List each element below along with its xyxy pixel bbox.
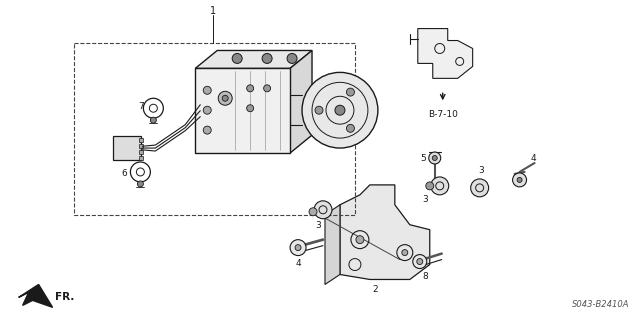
Text: 1: 1 bbox=[210, 6, 216, 16]
Circle shape bbox=[431, 177, 449, 195]
Circle shape bbox=[204, 106, 211, 114]
Circle shape bbox=[470, 179, 488, 197]
Circle shape bbox=[218, 91, 232, 105]
Circle shape bbox=[295, 245, 301, 251]
Circle shape bbox=[356, 236, 364, 244]
Text: 7: 7 bbox=[138, 102, 144, 111]
Circle shape bbox=[346, 88, 355, 96]
Circle shape bbox=[290, 240, 306, 256]
Circle shape bbox=[264, 85, 271, 92]
Text: 4: 4 bbox=[531, 153, 536, 162]
Circle shape bbox=[246, 85, 253, 92]
Circle shape bbox=[417, 259, 423, 264]
Circle shape bbox=[204, 126, 211, 134]
Circle shape bbox=[315, 106, 323, 114]
Circle shape bbox=[513, 173, 527, 187]
Polygon shape bbox=[418, 29, 473, 78]
Text: S043-B2410A: S043-B2410A bbox=[572, 300, 629, 309]
Circle shape bbox=[335, 105, 345, 115]
Text: 3: 3 bbox=[479, 167, 484, 175]
Circle shape bbox=[432, 156, 437, 160]
Bar bbox=[140, 138, 143, 142]
Polygon shape bbox=[290, 50, 312, 153]
Text: 5: 5 bbox=[420, 153, 426, 162]
Text: 6: 6 bbox=[122, 169, 127, 178]
Circle shape bbox=[232, 54, 242, 63]
Circle shape bbox=[429, 152, 441, 164]
Bar bbox=[113, 136, 141, 160]
Bar bbox=[195, 68, 290, 153]
Text: 8: 8 bbox=[422, 272, 428, 281]
Circle shape bbox=[222, 95, 228, 101]
Circle shape bbox=[517, 177, 522, 182]
Bar bbox=[140, 144, 143, 148]
Text: 3: 3 bbox=[315, 221, 321, 230]
Polygon shape bbox=[195, 50, 312, 68]
Circle shape bbox=[302, 72, 378, 148]
Circle shape bbox=[287, 54, 297, 63]
Polygon shape bbox=[19, 285, 52, 307]
Text: 4: 4 bbox=[295, 259, 301, 268]
Polygon shape bbox=[340, 185, 430, 279]
Circle shape bbox=[309, 208, 317, 216]
Bar bbox=[74, 42, 355, 215]
Text: B-7-10: B-7-10 bbox=[428, 110, 458, 119]
Circle shape bbox=[413, 255, 427, 269]
Circle shape bbox=[426, 182, 434, 190]
Bar bbox=[140, 150, 143, 154]
Circle shape bbox=[204, 86, 211, 94]
Circle shape bbox=[402, 249, 408, 256]
Circle shape bbox=[346, 124, 355, 132]
Polygon shape bbox=[325, 205, 340, 285]
Circle shape bbox=[314, 201, 332, 219]
Circle shape bbox=[150, 117, 156, 123]
Circle shape bbox=[246, 105, 253, 112]
Bar bbox=[140, 156, 143, 160]
Text: 2: 2 bbox=[372, 285, 378, 294]
Text: FR.: FR. bbox=[54, 293, 74, 302]
Text: 3: 3 bbox=[422, 195, 428, 204]
Circle shape bbox=[262, 54, 272, 63]
Circle shape bbox=[138, 181, 143, 187]
